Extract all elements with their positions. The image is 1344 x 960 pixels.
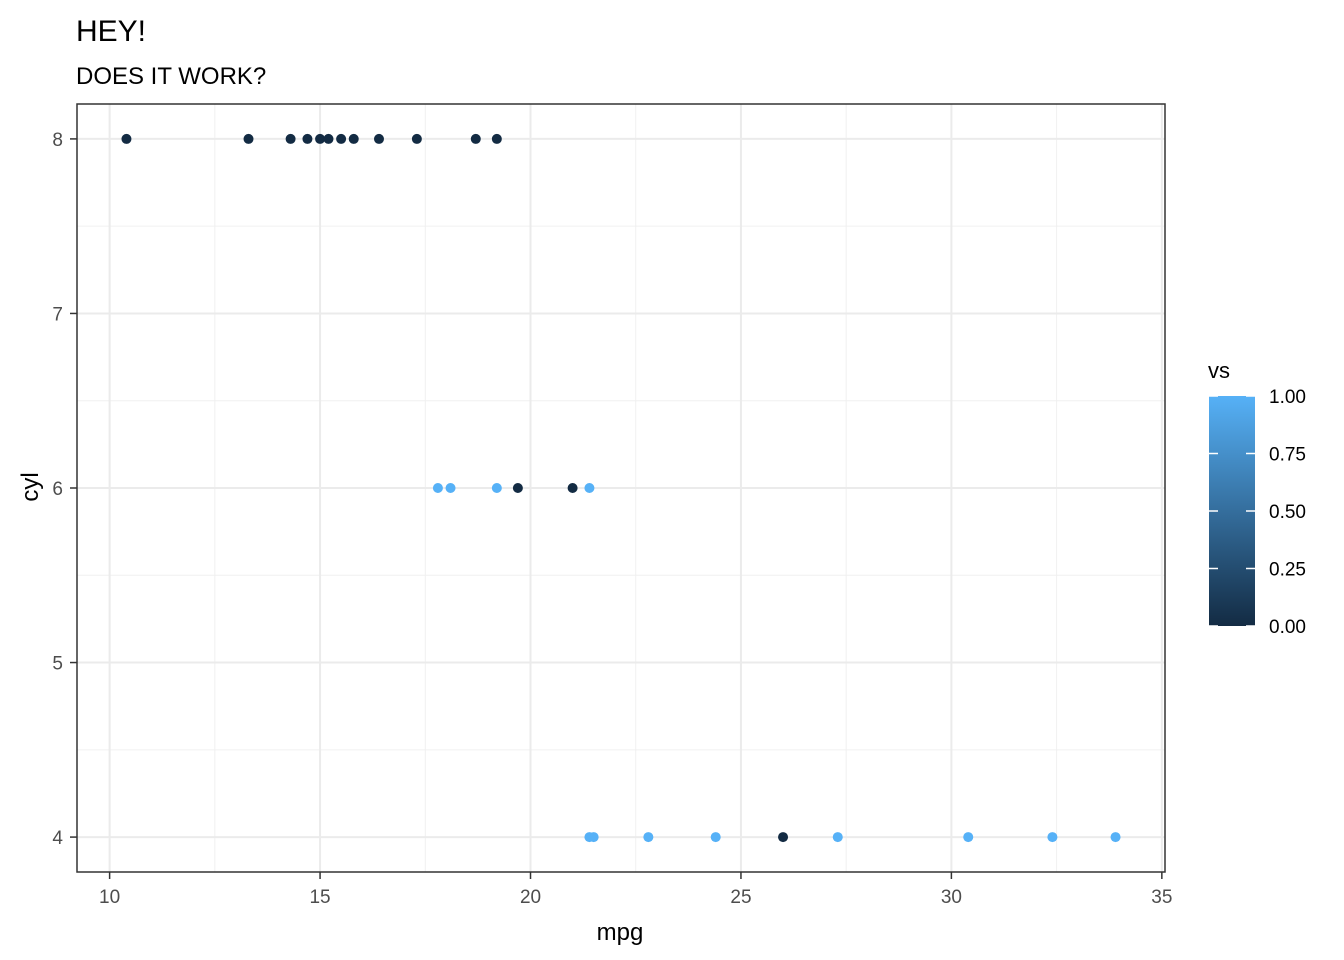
x-tick-label: 30 — [941, 887, 962, 908]
data-point — [1047, 832, 1058, 843]
x-tick-label: 15 — [309, 887, 330, 908]
data-point — [348, 133, 359, 144]
data-point — [512, 483, 523, 493]
data-point — [1110, 832, 1121, 843]
x-axis: 10 15 20 25 30 35 — [99, 872, 1172, 908]
data-points — [121, 133, 1121, 843]
x-tick-label: 20 — [520, 887, 541, 908]
data-point — [411, 133, 422, 144]
data-point — [243, 133, 254, 144]
data-point — [584, 483, 595, 493]
data-point — [832, 832, 843, 843]
x-tick-label: 25 — [730, 887, 751, 908]
data-point — [470, 133, 481, 144]
data-point — [963, 832, 974, 843]
data-point — [588, 832, 599, 843]
y-tick-label: 4 — [52, 828, 63, 849]
panel-border — [76, 103, 1166, 873]
chart-title: HEY! — [76, 15, 146, 48]
data-point — [491, 133, 502, 144]
y-tick-label: 7 — [52, 304, 63, 325]
legend-label: 0.50 — [1269, 502, 1306, 523]
x-tick-label: 10 — [99, 887, 120, 908]
data-point — [567, 483, 578, 493]
data-point — [302, 133, 313, 144]
plot-panel — [77, 104, 1165, 872]
legend-label: 0.00 — [1269, 617, 1306, 638]
y-axis: 4 5 6 7 8 — [52, 130, 77, 849]
chart-subtitle: DOES IT WORK? — [76, 63, 266, 90]
data-point — [643, 832, 654, 843]
legend-label: 0.75 — [1269, 445, 1306, 466]
data-point — [315, 133, 326, 144]
data-point — [121, 133, 132, 144]
data-point — [445, 483, 456, 493]
y-tick-label: 6 — [52, 479, 63, 500]
y-tick-label: 8 — [52, 130, 63, 151]
legend-label: 0.25 — [1269, 560, 1306, 581]
data-point — [336, 133, 347, 144]
legend-label: 1.00 — [1269, 387, 1306, 408]
data-point — [285, 133, 296, 144]
y-axis-title: cyl — [17, 472, 44, 501]
data-point — [710, 832, 721, 843]
data-point — [323, 133, 334, 144]
y-tick-label: 5 — [52, 654, 63, 675]
data-point — [432, 483, 443, 493]
legend-title: vs — [1208, 358, 1230, 383]
data-point — [778, 832, 789, 843]
x-axis-title: mpg — [597, 919, 644, 946]
x-tick-label: 35 — [1151, 887, 1172, 908]
data-point — [373, 133, 384, 144]
data-point — [491, 483, 502, 493]
color-legend: vs 1.00 0.75 0.50 0.25 0.00 — [1208, 358, 1306, 638]
